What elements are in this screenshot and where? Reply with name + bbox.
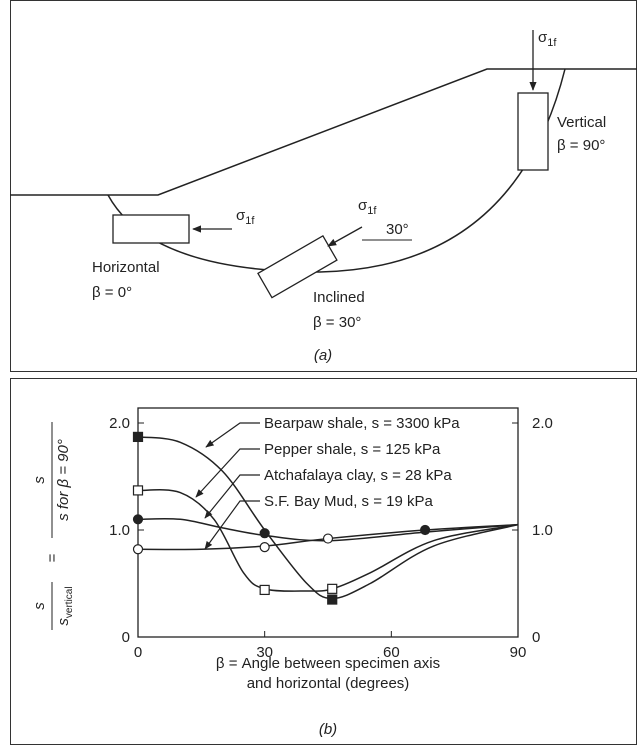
data-point xyxy=(322,533,334,544)
caption: (a) xyxy=(314,347,332,364)
stress-arrow xyxy=(327,226,363,247)
legend-leader xyxy=(205,422,260,448)
y-axis-label: s svertical = s s for β = 90° xyxy=(31,422,75,630)
angle-label: 30° xyxy=(386,221,409,238)
data-point xyxy=(327,594,338,605)
data-point xyxy=(259,542,270,553)
y-label-part: = xyxy=(44,553,61,562)
stress-label: σ1f xyxy=(236,207,255,227)
legend-leader xyxy=(195,448,260,498)
stress-symbol: σ xyxy=(358,197,368,214)
x-axis-label: and horizontal (degrees) xyxy=(247,675,410,692)
data-point xyxy=(259,528,270,539)
y-label-part: svertical xyxy=(55,586,75,625)
stress-symbol: σ xyxy=(538,29,548,46)
stress-symbol: σ xyxy=(236,207,246,224)
specimen-label: Horizontal xyxy=(92,259,160,276)
y-label-part: vertical xyxy=(64,586,75,618)
y-label-part: s for β = 90° xyxy=(55,439,72,521)
y-tick-label: 0 xyxy=(122,629,130,646)
specimen-angle: β = 90° xyxy=(557,137,605,154)
y2-tick-label: 2.0 xyxy=(532,415,553,432)
x-tick-label: 60 xyxy=(383,644,400,661)
x-tick-label: 0 xyxy=(134,644,142,661)
data-point xyxy=(259,584,270,596)
y2-tick-label: 1.0 xyxy=(532,522,553,539)
specimen-label: Vertical xyxy=(557,114,606,131)
y-label-part: s xyxy=(31,476,48,484)
y2-tick-label: 0 xyxy=(532,629,540,646)
y-tick-label: 2.0 xyxy=(109,415,130,432)
legend-label: Pepper shale, s = 125 kPa xyxy=(264,441,441,458)
data-point xyxy=(132,544,144,555)
specimen-label: Inclined xyxy=(313,289,365,306)
stress-subscript: 1f xyxy=(547,37,557,49)
inclined-specimen xyxy=(257,234,338,299)
stress-label: σ1f xyxy=(538,29,557,49)
series-line xyxy=(137,523,519,551)
y-label-part: s xyxy=(31,602,48,610)
y-label-part: s xyxy=(55,618,72,626)
legend-label: S.F. Bay Mud, s = 19 kPa xyxy=(264,493,433,510)
stress-subscript: 1f xyxy=(245,215,255,227)
horizontal-specimen xyxy=(112,214,190,244)
y-tick-label: 1.0 xyxy=(109,522,130,539)
series-line xyxy=(137,489,519,592)
x-axis-label: β = Angle between specimen axis xyxy=(216,655,440,672)
stress-label: σ1f xyxy=(358,197,377,217)
data-point xyxy=(132,514,144,525)
data-point xyxy=(132,431,144,443)
vertical-specimen xyxy=(517,92,549,171)
legend-label: Bearpaw shale, s = 3300 kPa xyxy=(264,415,460,432)
x-tick-label: 30 xyxy=(256,644,273,661)
data-point xyxy=(132,485,144,496)
legend-leader xyxy=(204,500,260,550)
caption: (b) xyxy=(319,721,337,738)
stress-subscript: 1f xyxy=(367,205,377,217)
x-tick-label: 90 xyxy=(510,644,527,661)
specimen-angle: β = 0° xyxy=(92,284,132,301)
legend-leader xyxy=(204,474,260,519)
legend-label: Atchafalaya clay, s = 28 kPa xyxy=(264,467,452,484)
data-point xyxy=(327,583,338,594)
slope-surface xyxy=(10,68,637,196)
specimen-angle: β = 30° xyxy=(313,314,361,331)
series-line xyxy=(137,436,519,600)
